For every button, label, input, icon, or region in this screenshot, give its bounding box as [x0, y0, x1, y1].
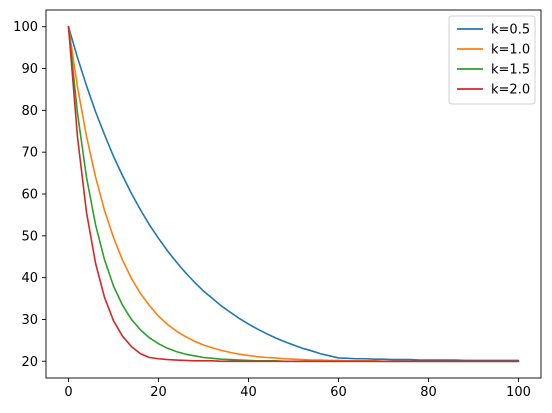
x-tick-label: 0: [64, 385, 72, 400]
x-tick-label: 100: [506, 385, 531, 400]
y-tick-label: 60: [21, 188, 38, 203]
legend-label: k=1.5: [491, 63, 530, 78]
y-tick-label: 70: [21, 146, 38, 161]
series-line-1: [67, 25, 520, 362]
series-line-4: [67, 25, 520, 363]
y-tick-label: 20: [21, 355, 38, 370]
legend-label: k=0.5: [491, 23, 530, 38]
legend-label: k=1.0: [491, 43, 530, 58]
x-tick-label: 60: [330, 385, 347, 400]
y-tick-label: 50: [21, 229, 38, 244]
y-tick-label: 80: [21, 104, 38, 119]
x-tick-label: 20: [150, 385, 167, 400]
series-layer: [67, 25, 520, 363]
y-tick-label: 40: [21, 271, 38, 286]
axes-layer: 0 20 40 60 80 100 20 30 40 50 60 70 80 90 100: [13, 9, 542, 400]
x-tick-label: 80: [420, 385, 437, 400]
y-tick-label: 30: [21, 313, 38, 328]
x-tick-label: 40: [240, 385, 257, 400]
legend: k=0.5 k=1.0 k=1.5 k=2.0: [448, 15, 536, 105]
y-tick-label: 90: [21, 62, 38, 77]
legend-box: [448, 15, 536, 105]
legend-label: k=2.0: [491, 83, 530, 98]
y-tick-label: 100: [13, 20, 38, 35]
